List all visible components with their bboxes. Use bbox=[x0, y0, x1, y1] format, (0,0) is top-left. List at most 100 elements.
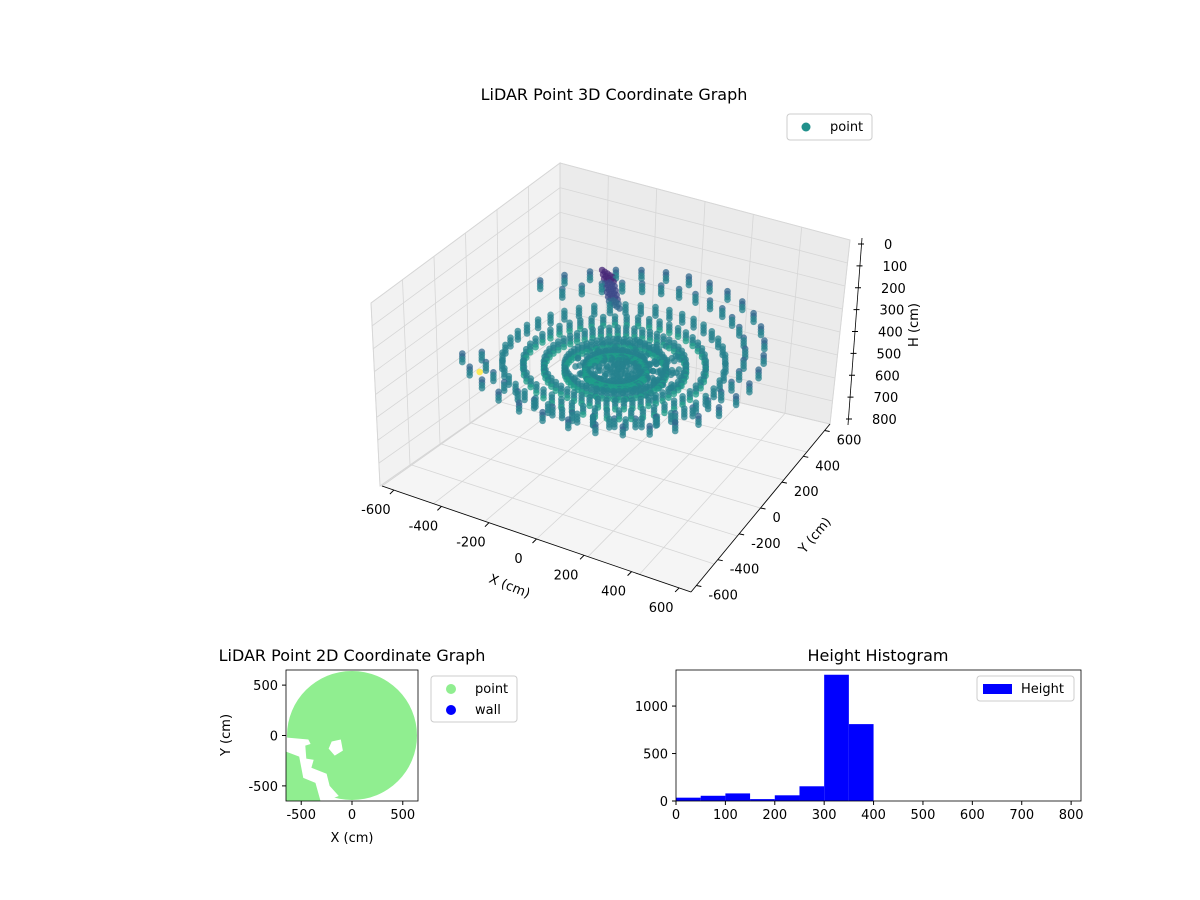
chart3d-point bbox=[482, 367, 490, 375]
chart2d-y-tick-label: -500 bbox=[248, 780, 278, 795]
histogram-x-tick-label: 500 bbox=[911, 808, 936, 823]
chart3d-z-tick-label: 200 bbox=[881, 282, 906, 297]
chart2d-y-tick-label: 0 bbox=[270, 730, 278, 745]
chart3d-gridline bbox=[373, 211, 846, 350]
chart3d-z-tick-label: 700 bbox=[874, 391, 899, 406]
chart3d-point bbox=[527, 383, 534, 391]
chart2d-point-cloud bbox=[287, 671, 417, 800]
chart3d-point bbox=[592, 429, 599, 437]
histogram-x-tick-label: 0 bbox=[672, 808, 680, 823]
chart3d-point bbox=[692, 299, 699, 307]
chart3d-point bbox=[459, 358, 466, 366]
chart3d-point bbox=[478, 384, 486, 392]
chart3d-x-tick-label: 600 bbox=[649, 601, 674, 616]
chart3d-point bbox=[692, 391, 700, 398]
chart3d-point bbox=[565, 424, 572, 432]
chart3d-z-tick-label: 100 bbox=[883, 260, 908, 275]
scatter-2d-chart: LiDAR Point 2D Coordinate Graph -500 0 500… bbox=[219, 646, 518, 846]
chart3d-y-tick-mark bbox=[717, 559, 723, 562]
histogram-title: Height Histogram bbox=[808, 646, 949, 665]
chart3d-x-tick-label: 0 bbox=[514, 552, 522, 567]
histogram-y-tick-label: 0 bbox=[660, 795, 668, 810]
chart3d-point bbox=[539, 339, 546, 346]
chart3d-z-tick-label: 400 bbox=[878, 326, 903, 341]
chart3d-point bbox=[573, 338, 581, 346]
chart3d-point bbox=[661, 409, 668, 417]
chart3d-point bbox=[578, 290, 586, 298]
chart3d-legend-box bbox=[786, 113, 873, 141]
chart3d-point bbox=[533, 389, 540, 397]
chart3d-point bbox=[646, 337, 654, 344]
chart2d-legend-point-label: point bbox=[475, 682, 508, 697]
chart3d-point bbox=[686, 396, 694, 404]
chart3d-point bbox=[564, 394, 571, 402]
chart3d-point bbox=[466, 372, 474, 379]
height-histogram: Height Histogram 0 100 200 300 400 500 600 700 8… bbox=[635, 646, 1084, 823]
histogram-y-tick-label: 500 bbox=[643, 748, 668, 763]
chart3d-point bbox=[675, 294, 683, 302]
chart3d-z-tick-label: 800 bbox=[872, 413, 897, 428]
chart2d-ylabel: Y (cm) bbox=[219, 714, 234, 757]
chart3d-point bbox=[717, 397, 725, 404]
chart3d-point bbox=[619, 431, 627, 439]
histogram-legend: Height bbox=[976, 675, 1075, 702]
chart3d-xlabel: X (cm) bbox=[487, 572, 532, 602]
chart3d-point bbox=[586, 402, 593, 410]
chart3d-y-tick-mark bbox=[803, 455, 809, 458]
chart3d-point bbox=[670, 357, 678, 365]
histogram-x-tick-label: 700 bbox=[1009, 808, 1034, 823]
histogram-bar bbox=[750, 799, 775, 801]
chart2d-legend-point-marker bbox=[446, 684, 456, 694]
chart3d-point bbox=[695, 421, 702, 429]
chart3d-gridline bbox=[376, 285, 838, 418]
chart3d-point-cloud bbox=[459, 266, 768, 439]
chart3d-point bbox=[682, 337, 690, 345]
histogram-legend-box bbox=[976, 675, 1075, 702]
chart3d-point bbox=[662, 277, 670, 285]
chart3d-point bbox=[710, 393, 717, 401]
chart3d-x-tick-mark bbox=[437, 506, 442, 511]
chart3d-point bbox=[689, 412, 696, 420]
chart3d-point bbox=[706, 288, 713, 295]
chart3d-point bbox=[761, 345, 768, 353]
histogram-legend-label: Height bbox=[1021, 682, 1064, 697]
chart3d-point bbox=[665, 344, 673, 352]
chart3d-point bbox=[697, 385, 704, 392]
chart3d-point bbox=[507, 343, 514, 350]
chart3d-point bbox=[719, 313, 726, 321]
chart3d-legend-label: point bbox=[830, 120, 863, 135]
histogram-x-tick-label: 600 bbox=[960, 808, 985, 823]
chart3d-y-tick-mark bbox=[781, 481, 787, 484]
chart3d-y-tick-mark bbox=[696, 585, 702, 588]
chart3d-point bbox=[708, 336, 716, 344]
chart2d-xlabel: X (cm) bbox=[331, 831, 374, 846]
chart3d-point bbox=[685, 281, 693, 289]
chart3d-point bbox=[559, 294, 566, 301]
chart3d-point bbox=[532, 343, 539, 351]
chart3d-point bbox=[561, 280, 568, 288]
chart2d-y-tick-label: 500 bbox=[253, 679, 278, 694]
chart3d-title: LiDAR Point 3D Coordinate Graph bbox=[481, 85, 748, 104]
histogram-x-tick-label: 800 bbox=[1059, 808, 1084, 823]
chart3d-gridline bbox=[374, 236, 843, 372]
chart3d-point bbox=[549, 412, 556, 419]
chart3d-point bbox=[539, 417, 546, 425]
chart3d-y-tick-mark bbox=[739, 533, 745, 536]
chart3d-x-tick-mark bbox=[532, 538, 537, 544]
chart3d-point bbox=[554, 346, 562, 354]
chart2d-point-patch bbox=[305, 741, 326, 761]
chart3d-x-tick-mark bbox=[389, 489, 395, 495]
chart3d-point bbox=[618, 288, 626, 295]
chart3d-point bbox=[586, 276, 594, 284]
chart3d-z-tick-label: 0 bbox=[884, 238, 892, 253]
chart3d-y-tick-label: -600 bbox=[708, 589, 738, 604]
chart3d-x-tick-mark bbox=[579, 554, 585, 560]
chart3d-point bbox=[690, 324, 697, 331]
chart3d-gridline bbox=[375, 261, 841, 395]
chart3d-x-tick-mark bbox=[674, 587, 680, 593]
histogram-bar bbox=[676, 797, 701, 801]
chart3d-x-tick-mark bbox=[484, 522, 490, 528]
chart3d-point bbox=[515, 408, 523, 415]
chart3d-point bbox=[652, 312, 659, 320]
chart3d-point bbox=[666, 315, 673, 322]
